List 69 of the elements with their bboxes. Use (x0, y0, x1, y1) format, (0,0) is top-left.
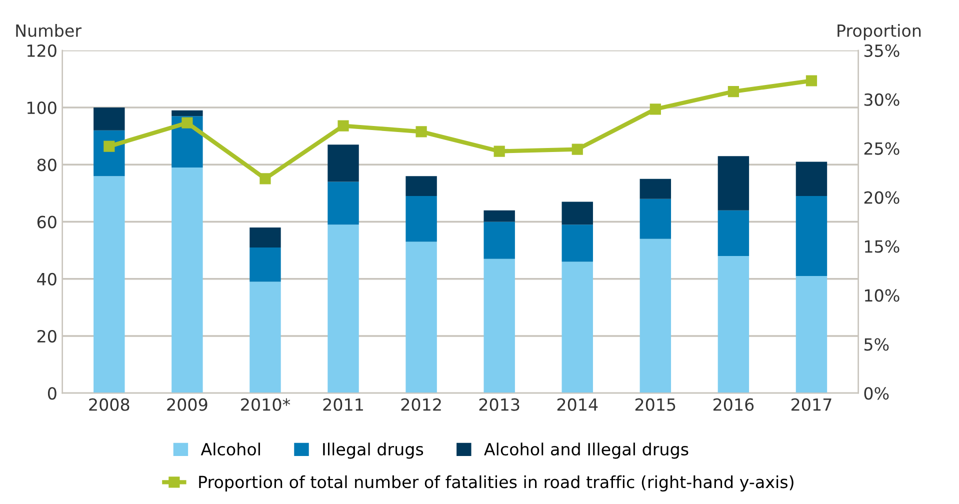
y2-tick-label: 5% (864, 338, 889, 351)
bar (796, 162, 828, 196)
point (416, 126, 427, 138)
bar (406, 176, 437, 196)
bar (562, 202, 593, 225)
bar (94, 108, 125, 130)
y-tick-label: 20 (37, 330, 56, 343)
x-tick-label: 2010* (241, 398, 290, 411)
y-tick-label: 60 (37, 216, 56, 228)
bar (640, 198, 672, 239)
y2-tick-label: 25% (864, 142, 900, 155)
y2-tick-label: 0% (864, 387, 889, 400)
legend-label: Alcohol and Illegal drugs (484, 442, 688, 459)
bar (172, 167, 203, 394)
bar (172, 110, 203, 116)
y2-axis-title: Proportion (838, 24, 921, 40)
y2-tick-label: 35% (864, 44, 900, 57)
x-tick-label: 2008 (89, 398, 130, 411)
bar (718, 256, 750, 394)
y2-tick-label: 15% (864, 240, 900, 253)
bar (796, 276, 828, 394)
bar (718, 156, 750, 210)
bar (328, 182, 359, 225)
bar (484, 258, 515, 394)
bar (406, 242, 437, 394)
bar (250, 227, 281, 248)
y2-tick-label: 20% (864, 191, 900, 204)
bar (94, 176, 125, 394)
bar (250, 247, 281, 282)
y-tick-label: 40 (37, 272, 56, 286)
point (728, 86, 740, 98)
x-tick-label: 2014 (557, 398, 598, 411)
bar (562, 224, 593, 262)
point (650, 104, 661, 115)
bar (718, 210, 750, 256)
y-tick-label: 120 (27, 44, 56, 57)
y2-tick-label: 30% (864, 93, 900, 106)
x-tick-label: 2009 (167, 398, 208, 411)
y-axis-title: Number (16, 24, 82, 37)
bar (562, 262, 593, 394)
point (806, 75, 818, 86)
y-tick-label: 100 (27, 101, 56, 114)
x-tick-label: 2017 (791, 398, 832, 411)
y-tick-label: 0 (48, 387, 56, 400)
bar (328, 224, 359, 394)
bar (250, 282, 281, 394)
point (494, 146, 505, 157)
point (104, 140, 115, 152)
legend-label: Illegal drugs (323, 442, 424, 459)
x-tick-label: 2013 (479, 398, 520, 411)
bar (484, 222, 515, 259)
bar (796, 196, 828, 276)
point (338, 120, 349, 132)
x-tick-label: 2012 (401, 398, 441, 411)
bar (484, 210, 515, 222)
point (182, 117, 193, 128)
legend-label: Alcohol (200, 442, 260, 456)
x-tick-label: 2015 (635, 398, 676, 411)
bar (406, 196, 437, 242)
bar (640, 178, 672, 199)
point (572, 144, 583, 155)
y2-tick-label: 10% (864, 289, 900, 302)
bar (328, 144, 359, 182)
x-tick-label: 2016 (713, 398, 754, 411)
x-tick-label: 2011 (323, 398, 363, 411)
point (260, 173, 271, 184)
legend-label: Proportion of total number of fatalities in road traffic (right-hand y-axis) (199, 475, 794, 492)
y-tick-label: 80 (37, 158, 56, 172)
bar (640, 238, 672, 394)
